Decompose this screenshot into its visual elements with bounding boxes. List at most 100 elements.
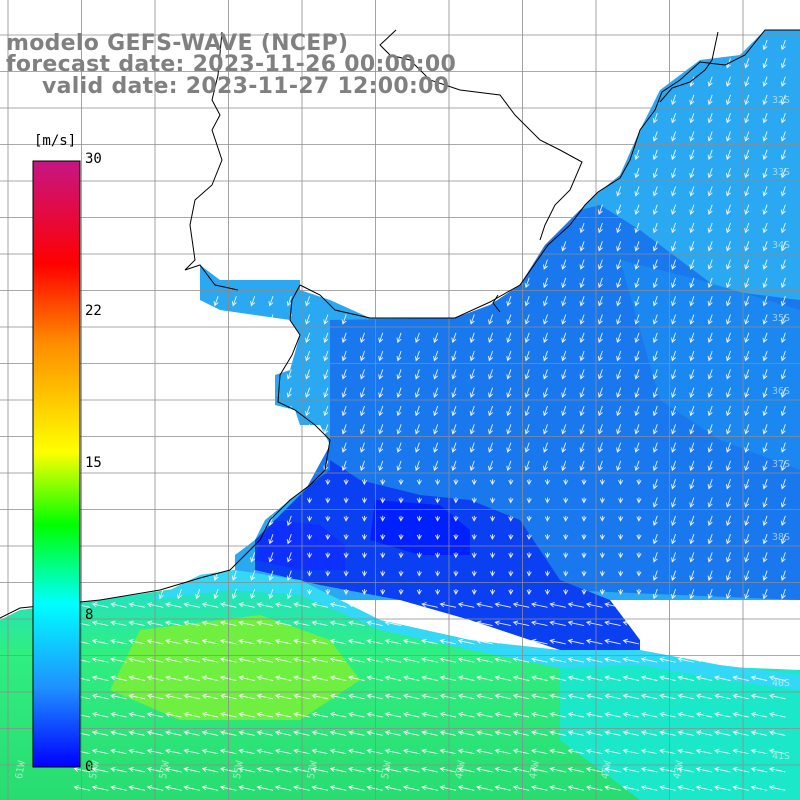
wind-arrow [579, 387, 585, 398]
wind-arrow [457, 675, 475, 681]
wind-arrow [725, 76, 731, 87]
title-forecast-date: forecast date: 2023-11-26 00:00:00 [6, 52, 457, 77]
wind-arrow [544, 515, 550, 522]
wind-arrow [599, 588, 605, 595]
wind-arrow [457, 693, 475, 700]
wind-arrow [512, 711, 530, 718]
wind-arrow [652, 387, 658, 398]
wind-arrow [671, 167, 677, 179]
wind-arrow [579, 350, 585, 362]
wind-arrow [91, 675, 109, 681]
wind-arrow [677, 785, 694, 791]
wind-arrow [506, 369, 512, 380]
wind-arrow [274, 620, 292, 627]
wind-arrow [725, 570, 731, 581]
wind-arrow [579, 405, 585, 417]
wind-arrow [561, 350, 567, 362]
wind-arrow [707, 460, 713, 472]
wind-arrow [640, 711, 658, 718]
wind-arrow [750, 675, 768, 681]
wind-arrow [634, 296, 640, 307]
wind-arrow [561, 296, 567, 307]
wind-arrow [421, 693, 438, 700]
lat-label: 33S [772, 167, 791, 178]
wind-arrow [524, 405, 530, 417]
wind-arrow [439, 730, 457, 736]
wind-arrow [725, 277, 731, 289]
wind-arrow [329, 638, 347, 645]
wind-arrow [453, 497, 459, 504]
wind-arrow [671, 497, 677, 508]
wind-arrow [341, 350, 347, 362]
wind-arrow [762, 113, 768, 124]
wind-arrow [73, 766, 91, 773]
wind-arrow [585, 675, 603, 681]
wind-arrow [744, 570, 750, 581]
wind-arrow [183, 602, 200, 608]
wind-arrow [488, 442, 494, 453]
wind-arrow [250, 552, 256, 563]
wind-arrow [549, 657, 566, 663]
wind-arrow [128, 657, 145, 663]
wind-arrow [604, 693, 621, 700]
wind-arrow [530, 711, 548, 718]
wind-arrow [689, 460, 695, 472]
wind-arrow [636, 570, 642, 577]
wind-arrow [713, 693, 731, 700]
wind-arrow [396, 405, 402, 417]
wind-arrow [744, 76, 750, 87]
wind-arrow [707, 424, 713, 435]
wind-arrow [542, 405, 548, 417]
wind-arrow [640, 638, 658, 645]
border-brazil-uruguay [379, 29, 583, 241]
wind-arrow [604, 785, 621, 791]
wind-arrow [268, 533, 274, 545]
wind-arrow [634, 424, 640, 435]
wind-arrow [366, 620, 383, 627]
wind-arrow [725, 149, 731, 161]
wind-arrow [780, 533, 786, 545]
wind-arrow [453, 552, 459, 559]
wind-arrow [762, 533, 768, 545]
wind-arrow [659, 602, 676, 608]
wind-arrow [768, 766, 786, 773]
wind-arrow [439, 602, 457, 608]
wind-arrow [689, 332, 695, 344]
wind-arrow [359, 405, 365, 417]
wind-arrow [622, 785, 640, 791]
wind-arrow [512, 785, 530, 791]
wind-arrow [762, 277, 768, 289]
wind-arrow [183, 657, 200, 663]
wind-arrow [256, 748, 274, 755]
wind-arrow [768, 657, 786, 663]
border-uruguay-interior [492, 294, 501, 313]
lat-label: 35S [772, 313, 791, 324]
wind-arrow [402, 730, 420, 736]
wind-arrow [732, 730, 749, 736]
wind-arrow [380, 497, 386, 504]
wind-arrow [414, 460, 420, 472]
wind-arrow [616, 332, 622, 344]
wind-arrow [689, 241, 695, 252]
wind-arrow [622, 766, 640, 773]
wind-arrow [416, 588, 422, 595]
wind-arrow [616, 314, 622, 325]
wind-arrow [725, 186, 731, 197]
wind-arrow [689, 369, 695, 380]
wind-arrow [201, 785, 219, 791]
wind-arrow [421, 675, 438, 681]
wind-arrow [378, 332, 384, 344]
wind-arrow [256, 620, 274, 627]
wind-arrow [744, 332, 750, 344]
wind-arrow [732, 620, 749, 627]
wind-arrow [488, 424, 494, 435]
wind-arrow [744, 350, 750, 362]
wind-arrow [762, 204, 768, 215]
wind-arrow [695, 748, 713, 755]
wind-arrow [471, 515, 477, 522]
wind-arrow [457, 638, 475, 645]
wind-arrow [524, 442, 530, 453]
wind-arrow [256, 602, 274, 608]
wind-arrow [421, 785, 438, 791]
